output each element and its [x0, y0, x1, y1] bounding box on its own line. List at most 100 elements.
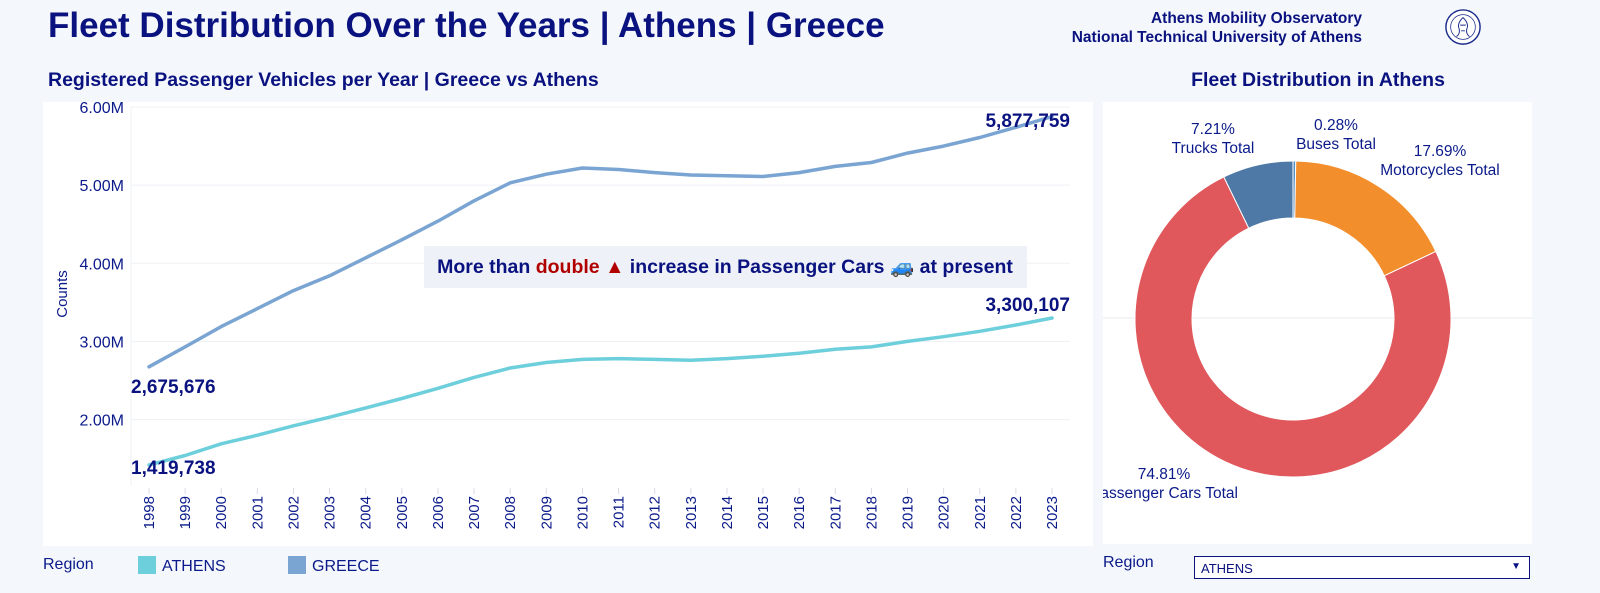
x-tick-label: 2001 [249, 496, 266, 529]
data-point-athens[interactable] [255, 433, 259, 437]
data-point-greece[interactable] [725, 174, 729, 178]
x-tick-label: 2019 [900, 496, 917, 529]
donut-slice-trucks-total[interactable] [1223, 160, 1294, 229]
donut-slice-passenger-cars-total[interactable] [1134, 176, 1452, 478]
slice-pct-buses-total: 0.28% [1314, 117, 1358, 134]
data-point-greece[interactable] [833, 164, 837, 168]
x-tick-label: 2004 [358, 496, 375, 529]
data-point-greece[interactable] [255, 307, 259, 311]
data-point-greece[interactable] [689, 173, 693, 177]
data-point-athens[interactable] [653, 357, 657, 361]
data-point-greece[interactable] [978, 135, 982, 139]
data-point-athens[interactable] [183, 454, 187, 458]
data-point-greece[interactable] [906, 151, 910, 155]
slice-label-buses-total: Buses Total [1296, 136, 1376, 153]
data-point-greece[interactable] [544, 172, 548, 176]
region-dropdown[interactable]: ATHENS ▼ [1194, 556, 1530, 579]
data-point-athens[interactable] [725, 357, 729, 361]
data-point-greece[interactable] [580, 166, 584, 170]
line-chart[interactable]: 2.00M 3.00M 4.00M 5.00M 6.00M 1998 1999 2000 20… [43, 100, 1093, 546]
slice-pct-passenger-cars-total: 74.81% [1138, 466, 1191, 483]
y-tick-label: 5.00M [80, 178, 124, 195]
data-point-athens[interactable] [617, 357, 621, 361]
x-tick-label: 2017 [827, 496, 844, 529]
data-point-greece[interactable] [472, 199, 476, 203]
data-point-athens[interactable] [869, 345, 873, 349]
x-tick-label: 2000 [213, 496, 230, 529]
data-point-athens[interactable] [328, 415, 332, 419]
data-point-athens[interactable] [436, 386, 440, 390]
legend-item-athens[interactable]: ATHENS [138, 556, 226, 576]
x-tick-label: 2009 [538, 496, 555, 529]
data-point-athens[interactable] [219, 442, 223, 446]
up-arrow-icon: ▲ [605, 256, 624, 278]
data-point-greece[interactable] [942, 144, 946, 148]
data-point-greece[interactable] [436, 219, 440, 223]
data-point-greece[interactable] [147, 365, 151, 369]
data-point-greece[interactable] [400, 238, 404, 242]
annotation-highlight: double [536, 256, 600, 278]
data-point-athens[interactable] [544, 361, 548, 365]
data-point-athens[interactable] [978, 329, 982, 333]
data-point-greece[interactable] [869, 160, 873, 164]
x-tick-label: 2021 [972, 496, 989, 529]
data-point-athens[interactable] [472, 375, 476, 379]
legend-item-greece[interactable]: GREECE [288, 556, 380, 576]
x-tick-label: 1999 [177, 496, 194, 529]
data-point-greece[interactable] [183, 345, 187, 349]
data-point-greece[interactable] [364, 256, 368, 260]
data-point-greece[interactable] [653, 171, 657, 175]
data-point-athens[interactable] [906, 339, 910, 343]
data-point-greece[interactable] [761, 175, 765, 179]
x-tick-label: 2002 [285, 496, 302, 529]
data-point-athens[interactable] [291, 424, 295, 428]
data-point-greece[interactable] [617, 168, 621, 172]
y-tick-label: 6.00M [80, 102, 124, 117]
data-point-athens[interactable] [508, 366, 512, 370]
x-tick-label: 2015 [755, 496, 772, 529]
organization-name: Athens Mobility Observatory National Tec… [1072, 9, 1362, 47]
annotation-text: More than double ▲ increase in Passenger… [437, 256, 1013, 278]
data-point-greece[interactable] [508, 181, 512, 185]
x-tick-label: 2023 [1044, 496, 1061, 529]
data-point-athens[interactable] [833, 347, 837, 351]
series-line-greece[interactable] [147, 114, 1054, 369]
data-point-athens[interactable] [1050, 316, 1054, 320]
data-point-greece[interactable] [797, 171, 801, 175]
data-label-greece-start: 2,675,676 [131, 377, 216, 398]
data-point-athens[interactable] [689, 358, 693, 362]
legend-swatch-greece [288, 556, 306, 574]
slice-label-motorcycles-total: Motorcycles Total [1380, 162, 1499, 179]
data-point-athens[interactable] [942, 335, 946, 339]
data-point-greece[interactable] [291, 289, 295, 293]
data-label-greece-end: 5,877,759 [985, 111, 1070, 132]
line-chart-subtitle: Registered Passenger Vehicles per Year |… [48, 69, 599, 91]
y-tick-label: 2.00M [80, 413, 124, 430]
data-point-greece[interactable] [219, 325, 223, 329]
x-tick-label: 2020 [936, 496, 953, 529]
x-tick-label: 2014 [719, 496, 736, 529]
data-point-greece[interactable] [328, 274, 332, 278]
data-point-athens[interactable] [580, 357, 584, 361]
x-tick-label: 1998 [141, 496, 158, 529]
data-point-athens[interactable] [797, 351, 801, 355]
data-point-athens[interactable] [761, 354, 765, 358]
donut-chart[interactable]: 0.28% Buses Total 17.69% Motorcycles Total 7… [1090, 102, 1532, 544]
slice-label-passenger-cars-total: Passenger Cars Total [1103, 485, 1238, 502]
y-tick-label: 3.00M [80, 334, 124, 351]
x-tick-label: 2011 [611, 496, 628, 528]
x-tick-label: 2012 [647, 496, 664, 529]
donut-chart-panel: 0.28% Buses Total 17.69% Motorcycles Total 7… [1090, 102, 1532, 544]
org-line-2: National Technical University of Athens [1071, 29, 1362, 46]
legend-title: Region [43, 556, 94, 573]
y-tick-label: 4.00M [80, 256, 124, 273]
university-seal-icon [1445, 9, 1481, 45]
region-dropdown-value: ATHENS [1201, 561, 1253, 576]
data-point-athens[interactable] [364, 406, 368, 410]
slice-label-trucks-total: Trucks Total [1172, 140, 1255, 157]
data-point-athens[interactable] [1014, 323, 1018, 327]
page-title: Fleet Distribution Over the Years | Athe… [48, 6, 885, 45]
series-line-athens[interactable] [147, 316, 1054, 467]
data-point-athens[interactable] [400, 396, 404, 400]
x-tick-label: 2005 [394, 496, 411, 529]
